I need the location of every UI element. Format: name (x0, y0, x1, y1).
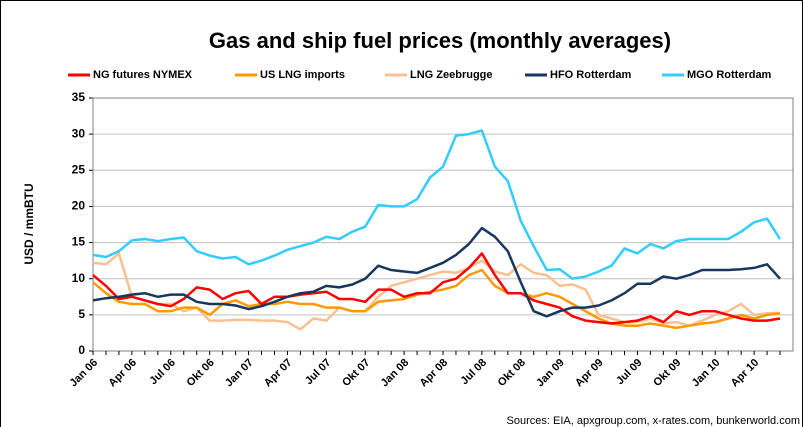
legend-label: HFO Rotterdam (550, 69, 632, 81)
series-line (92, 252, 781, 331)
series-line (92, 129, 782, 280)
source-note: Sources: EIA, apxgroup.com, x-rates.com,… (507, 415, 800, 427)
series-line (92, 252, 781, 325)
y-tick-label: 30 (72, 126, 86, 140)
y-tick-label: 5 (78, 307, 85, 321)
y-tick-label: 0 (78, 343, 85, 357)
y-tick-label: 10 (72, 271, 86, 285)
legend-label: US LNG imports (260, 69, 345, 81)
chart-title: Gas and ship fuel prices (monthly averag… (209, 28, 671, 53)
y-tick-label: 25 (72, 162, 86, 176)
legend-label: LNG Zeebrugge (410, 69, 493, 81)
legend-label: NG futures NYMEX (93, 69, 193, 81)
y-tick-label: 15 (72, 235, 86, 249)
series-line (92, 268, 781, 330)
y-tick-label: 35 (72, 90, 86, 104)
legend-label: MGO Rotterdam (687, 69, 772, 81)
y-axis-label: USD / mmBTU (22, 183, 36, 264)
y-tick-label: 20 (72, 199, 86, 213)
series-line (92, 226, 781, 318)
